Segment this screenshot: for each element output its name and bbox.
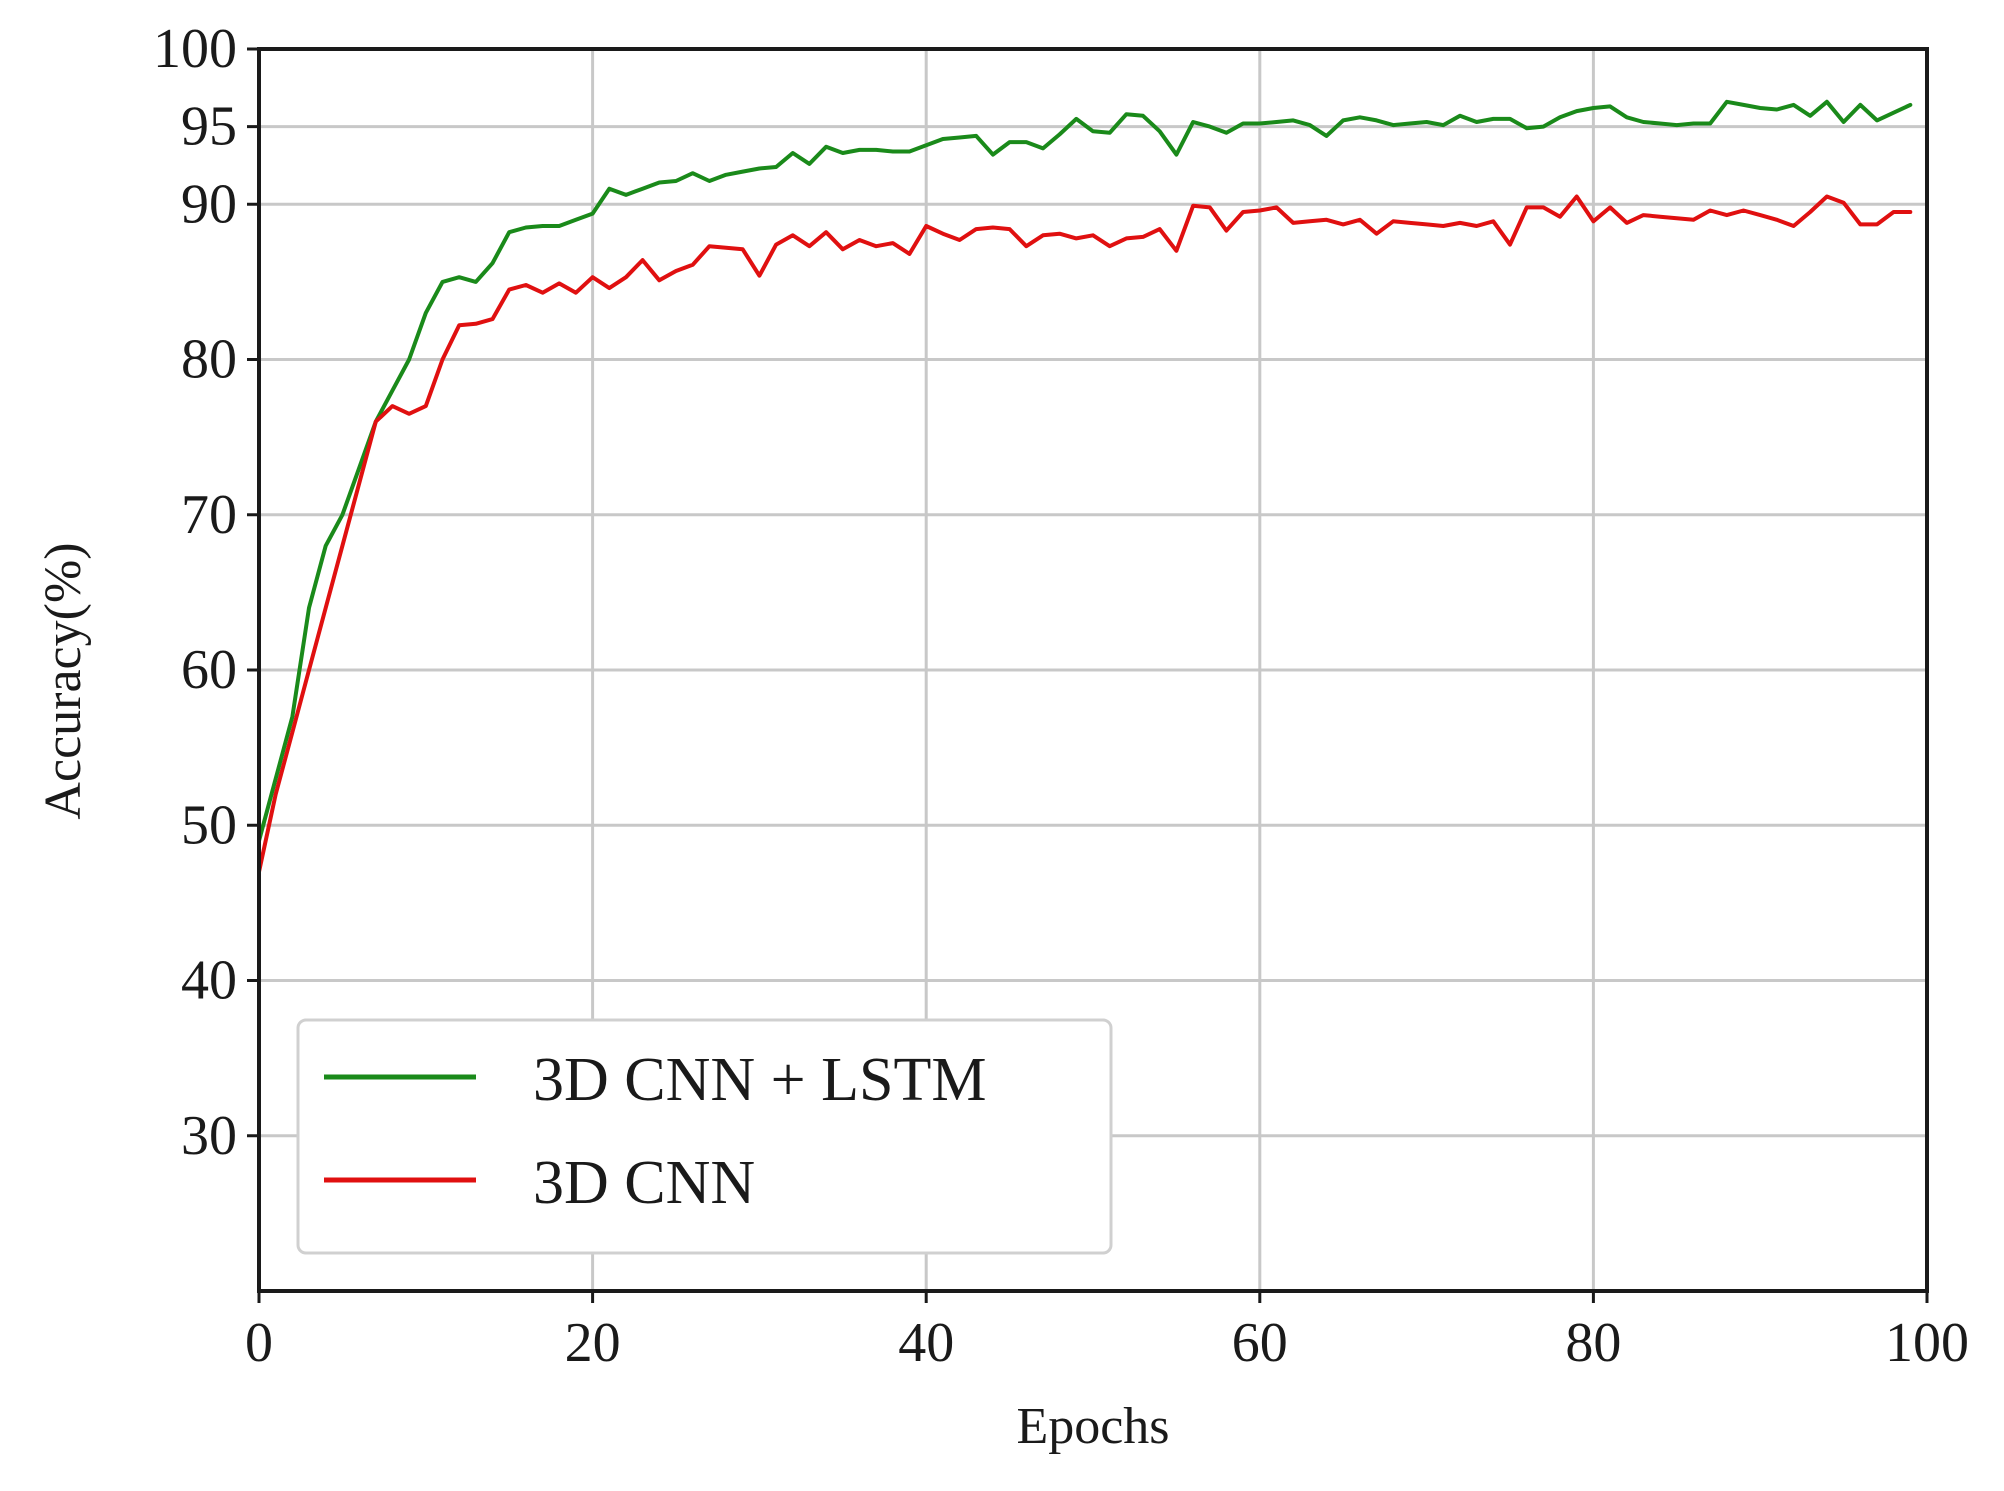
y-tick-label: 30	[181, 1105, 237, 1167]
y-tick-label: 100	[153, 18, 237, 80]
x-axis-label: Epochs	[1016, 1398, 1169, 1455]
legend-label-3d-cnn: 3D CNN	[533, 1149, 755, 1217]
y-axis-label: Accuracy(%)	[35, 542, 92, 819]
y-tick-label: 90	[181, 173, 237, 235]
legend-label-3d-cnn-lstm: 3D CNN + LSTM	[533, 1046, 987, 1114]
y-tick-label: 40	[181, 950, 237, 1012]
x-tick-label: 20	[565, 1312, 621, 1374]
x-tick-label: 60	[1232, 1312, 1288, 1374]
y-tick-label: 95	[181, 96, 237, 158]
y-tick-label: 50	[181, 794, 237, 856]
y-tick-label: 60	[181, 639, 237, 701]
series-line-3d-cnn-lstm	[257, 99, 1913, 843]
x-tick-label: 40	[898, 1312, 954, 1374]
series-line-3d-cnn	[257, 194, 1913, 874]
y-tick-label: 80	[181, 329, 237, 391]
x-tick-label: 100	[1885, 1312, 1969, 1374]
legend-box	[296, 1018, 1113, 1255]
x-tick-label: 0	[245, 1312, 273, 1374]
x-tick-label: 80	[1565, 1312, 1621, 1374]
legend: 3D CNN + LSTM 3D CNN	[296, 1018, 1113, 1255]
series-layer	[257, 99, 1913, 874]
y-tick-label: 70	[181, 484, 237, 546]
y-axis-ticks: 30 40 50 60 70 80 90 95 100	[153, 18, 259, 1167]
grid	[257, 47, 1929, 1291]
x-axis-ticks: 0 20 40 60 80 100	[245, 1291, 1969, 1374]
